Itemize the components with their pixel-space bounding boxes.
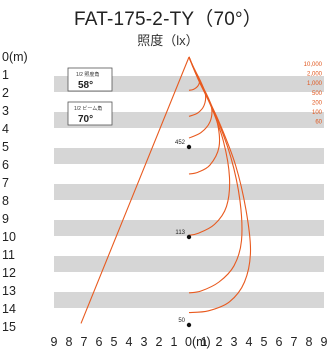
y-tick-label: 2 <box>2 86 9 100</box>
center-point-dot <box>186 234 192 240</box>
depth-stripes <box>54 76 324 308</box>
y-tick-label: 12 <box>2 266 16 280</box>
x-tick-label: 0(m) <box>185 335 211 349</box>
center-points: 452 113 50 <box>175 140 192 328</box>
y-tick-label: 3 <box>2 104 9 118</box>
legend: 10,000 2,000 1,000 500 200 100 60 <box>304 62 323 126</box>
center-point-label: 50 <box>178 318 185 324</box>
y-tick-label: 7 <box>2 176 9 190</box>
y-tick-label: 11 <box>2 248 15 262</box>
x-tick-label: 6 <box>96 335 103 349</box>
angle-boxes: 1/2 照度角 58° 1/2 ビーム角 70° <box>67 67 113 126</box>
y-tick-label: 1 <box>2 68 9 82</box>
y-tick-label: 9 <box>2 212 9 226</box>
x-tick-label: 3 <box>141 335 148 349</box>
x-tick-label: 6 <box>276 335 283 349</box>
center-point-label: 452 <box>175 140 186 146</box>
legend-entry: 200 <box>312 100 323 106</box>
half-angle-box-frame <box>67 67 113 92</box>
depth-stripe <box>54 292 324 308</box>
beam-boundary-line <box>80 56 190 324</box>
half-angle-box-label: 1/2 照度角 <box>76 71 99 78</box>
center-point-dot <box>186 144 192 150</box>
depth-stripe <box>54 220 324 236</box>
y-tick-label: 6 <box>2 158 9 172</box>
y-tick-label: 13 <box>2 284 16 298</box>
beam-boundary <box>80 56 190 324</box>
illuminance-curves <box>188 56 252 314</box>
x-axis-labels: 9 8 7 6 5 4 3 2 1 0(m)1 2 3 4 5 6 7 8 9 <box>51 335 328 349</box>
x-tick-label: 8 <box>306 335 313 349</box>
y-tick-label: 15 <box>2 320 16 334</box>
x-tick-label: 2 <box>156 335 163 349</box>
legend-entry: 500 <box>312 91 323 97</box>
x-tick-label: 4 <box>246 335 253 349</box>
half-beam-box-value: 70° <box>78 114 93 125</box>
y-tick-label: 5 <box>2 140 9 154</box>
x-tick-label: 8 <box>66 335 73 349</box>
x-tick-label: 7 <box>291 335 298 349</box>
half-angle-box: 1/2 照度角 58° <box>67 67 113 92</box>
depth-stripe <box>54 148 324 164</box>
half-beam-box: 1/2 ビーム角 70° <box>67 101 113 126</box>
y-tick-label: 14 <box>2 302 16 316</box>
x-tick-label: 1 <box>171 335 178 349</box>
y-tick-label: 10 <box>2 230 16 244</box>
x-tick-label: 4 <box>126 335 133 349</box>
x-tick-label: 2 <box>216 335 223 349</box>
x-tick-label: 7 <box>81 335 88 349</box>
x-tick-label: 5 <box>261 335 268 349</box>
y-tick-label: 8 <box>2 194 9 208</box>
illuminance-curve <box>188 56 252 314</box>
half-angle-box-value: 58° <box>78 80 93 91</box>
half-beam-box-label: 1/2 ビーム角 <box>74 105 102 112</box>
legend-entry: 100 <box>312 110 323 116</box>
x-tick-label: 5 <box>111 335 118 349</box>
chart-title: FAT-175-2-TY（70°） <box>73 9 263 30</box>
legend-entry: 2,000 <box>307 72 323 78</box>
legend-entry: 60 <box>315 120 322 126</box>
half-beam-box-frame <box>67 101 113 126</box>
x-tick-label: 9 <box>321 335 328 349</box>
center-point-dot <box>186 322 192 328</box>
legend-entry: 1,000 <box>307 81 323 87</box>
y-tick-label: 4 <box>2 122 9 136</box>
depth-stripe <box>54 76 324 92</box>
depth-stripe <box>54 184 324 200</box>
chart-subtitle: 照度（lx） <box>137 33 199 48</box>
x-tick-label: 1 <box>201 335 208 349</box>
x-tick-label: 3 <box>231 335 238 349</box>
y-tick-label: 0(m) <box>2 50 28 64</box>
center-point-label: 113 <box>175 230 185 236</box>
depth-stripe <box>54 256 324 272</box>
legend-entry: 10,000 <box>304 62 323 68</box>
depth-stripe <box>54 112 324 128</box>
x-tick-label: 9 <box>51 335 58 349</box>
